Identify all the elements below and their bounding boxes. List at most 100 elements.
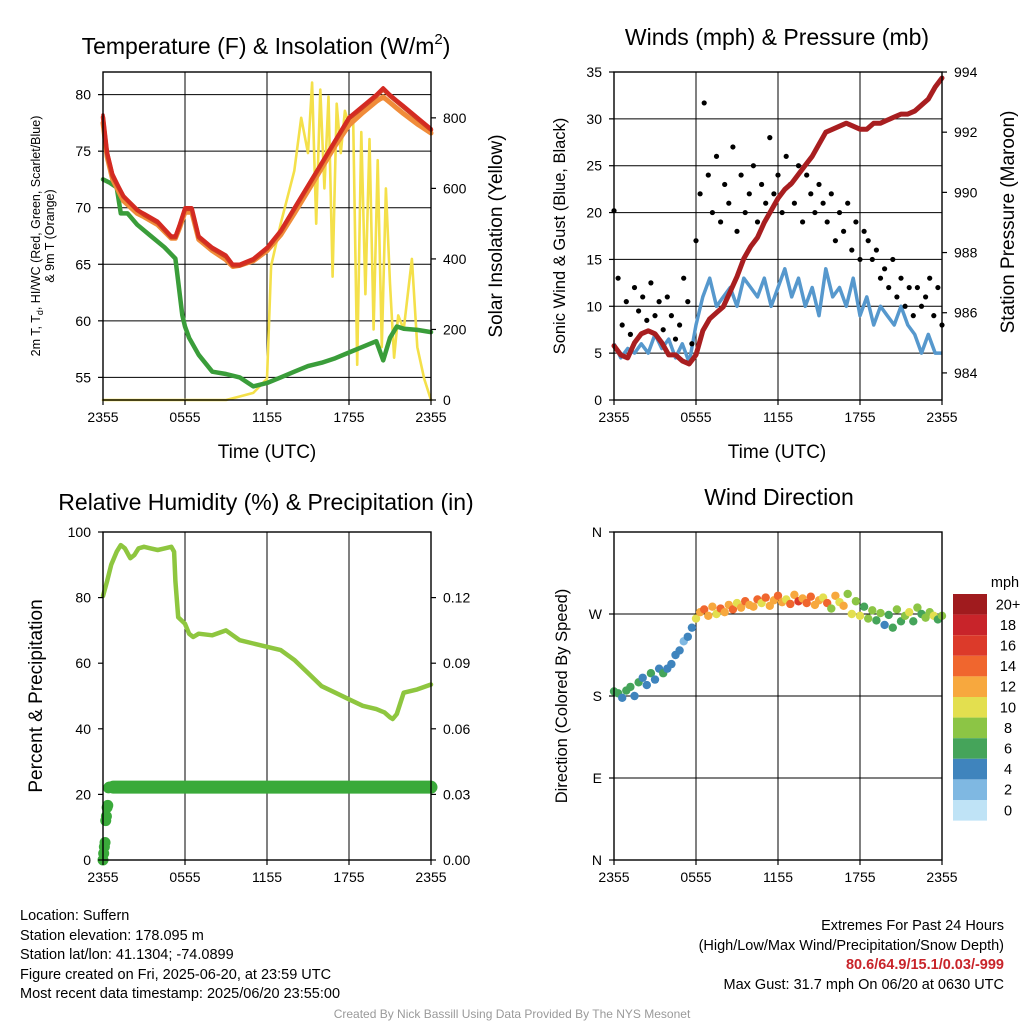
gust-point <box>869 256 875 263</box>
x-tick-label: 2355 <box>926 409 957 425</box>
gust-point <box>857 256 863 263</box>
direction-point <box>773 591 783 600</box>
temperature-series <box>100 81 434 402</box>
humidity-series <box>97 542 438 866</box>
legend-label: 20+ <box>996 597 1021 613</box>
x-tick-label: 2355 <box>87 409 118 425</box>
x-tick-label: 1155 <box>763 869 793 885</box>
direction-point <box>905 607 914 617</box>
gust-point <box>927 275 933 281</box>
direction-point <box>864 614 873 623</box>
wind-series <box>611 75 945 367</box>
direction-point <box>720 607 729 617</box>
gust-point <box>816 181 822 188</box>
direction-point <box>708 602 717 611</box>
direction-point <box>683 632 692 641</box>
x-tick-label: 2355 <box>415 409 446 425</box>
gust-point <box>771 191 777 197</box>
gust-point <box>824 219 830 225</box>
direction-point <box>831 591 840 600</box>
x-tick-label: 1755 <box>333 409 364 425</box>
gust-point <box>713 153 720 159</box>
y-tick-label: 10 <box>586 298 602 314</box>
gust-point <box>705 172 711 178</box>
x-tick-label: 2355 <box>926 869 957 885</box>
temperature-line <box>101 86 433 267</box>
legend-swatch <box>953 635 987 656</box>
direction-point <box>704 611 713 621</box>
direction-point <box>806 592 815 601</box>
extremes-info: Extremes For Past 24 Hours (High/Low/Max… <box>699 917 1004 995</box>
gust-point <box>791 200 798 206</box>
direction-point <box>827 604 836 613</box>
gust-point <box>832 238 839 244</box>
legend-swatch <box>953 655 987 677</box>
x-tick-label: 1755 <box>844 409 875 425</box>
y-right-tick-label: 990 <box>954 184 978 200</box>
gust-point <box>910 313 916 319</box>
gust-point <box>693 238 699 244</box>
x-tick-label: 1155 <box>252 409 282 425</box>
y-tick-label: 0 <box>83 852 91 868</box>
direction-point <box>884 610 893 620</box>
gust-point <box>685 299 691 305</box>
station-location: Location: Suffern <box>20 908 130 924</box>
gust-point <box>775 172 781 178</box>
humidity-title: Relative Humidity (%) & Precipitation (i… <box>58 489 473 515</box>
direction-point <box>761 593 770 602</box>
legend-swatch <box>953 779 987 800</box>
legend-label: 12 <box>1000 680 1016 696</box>
direction-point <box>909 617 918 626</box>
y-right-tick-label: 994 <box>954 64 978 80</box>
x-tick-label: 1755 <box>333 869 364 885</box>
legend-label: 4 <box>1004 762 1012 778</box>
gust-point <box>660 327 666 333</box>
gust-point <box>742 209 748 216</box>
y-tick-label: 100 <box>68 524 92 540</box>
gust-point <box>865 238 871 244</box>
gust-point <box>808 191 814 197</box>
insolation-ylabel: Solar Insolation (Yellow) <box>486 134 507 337</box>
y-tick-label: 55 <box>75 369 91 385</box>
direction-point <box>650 675 660 684</box>
direction-point <box>630 691 639 701</box>
y-tick-label: 80 <box>75 87 91 103</box>
gust-point <box>619 322 625 328</box>
gust-point <box>623 299 629 305</box>
y-tick-label: 75 <box>75 143 91 159</box>
gust-point <box>677 322 683 328</box>
gust-point <box>767 135 773 141</box>
legend-swatch <box>953 800 987 821</box>
y-right-tick-label: 0 <box>443 392 451 408</box>
humidity-ylabel: Percent & Precipitation <box>26 599 47 792</box>
gust-point <box>898 275 904 281</box>
gust-point <box>845 200 851 206</box>
x-tick-label: 1755 <box>844 869 875 885</box>
gust-point <box>701 100 707 106</box>
y-right-tick-label: 600 <box>443 180 467 196</box>
credit-line: Created By Nick Bassill Using Data Provi… <box>333 1007 691 1021</box>
direction-point <box>790 590 799 600</box>
direction-point <box>675 646 684 655</box>
gust-point <box>763 200 769 206</box>
extremes-description: (High/Low/Max Wind/Precipitation/Snow De… <box>698 937 1004 954</box>
gust-point <box>672 336 679 342</box>
gust-point <box>861 228 867 234</box>
x-tick-label: 1155 <box>763 409 793 425</box>
gust-point <box>615 275 621 281</box>
x-tick-label: 0555 <box>680 869 711 885</box>
gust-point <box>664 294 670 300</box>
wind-panel: Winds (mph) & Pressure (mb) 2355 0555 1155… <box>551 24 1019 463</box>
direction-point <box>859 602 869 611</box>
y-tick-label: N <box>592 852 602 868</box>
x-tick-label: 2355 <box>598 869 629 885</box>
gust-point <box>828 191 834 197</box>
temperature-xlabel: Time (UTC) <box>218 442 317 463</box>
direction-point <box>736 603 746 612</box>
wind-line <box>612 267 942 365</box>
direction-point <box>868 606 877 615</box>
wind-axes: 2355 0555 1155 1755 235505101520253035984986… <box>586 64 977 425</box>
legend-label: 10 <box>1000 700 1016 716</box>
direction-point <box>687 623 697 632</box>
